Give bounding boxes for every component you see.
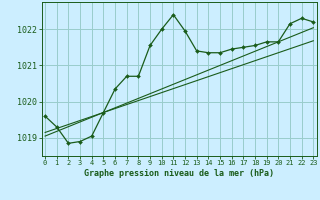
X-axis label: Graphe pression niveau de la mer (hPa): Graphe pression niveau de la mer (hPa) — [84, 169, 274, 178]
